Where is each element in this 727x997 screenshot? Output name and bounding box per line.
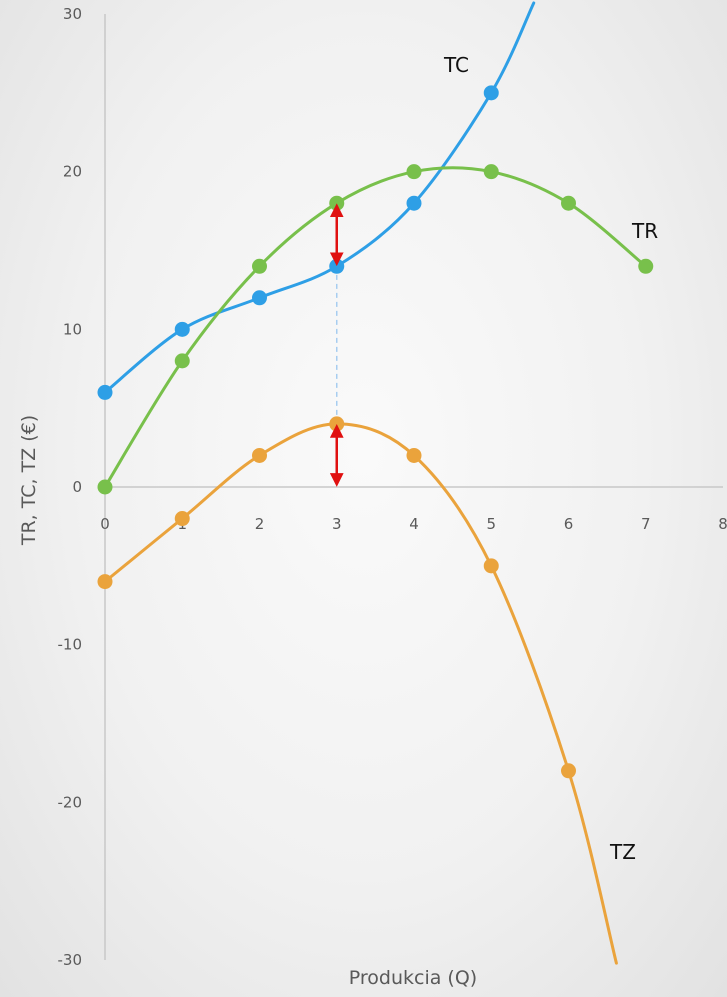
data-point-tc [329,258,345,274]
data-point-tz [561,763,576,779]
data-point-tr [252,258,267,274]
data-point-tr [406,164,422,180]
data-point-tz [483,558,499,574]
x-tick-label: 0 [100,515,110,533]
x-tick-label: 6 [564,515,574,533]
x-tick-label: 8 [718,515,727,533]
data-point-tz [174,511,190,527]
data-point-tr [638,258,654,274]
data-point-tz [406,447,422,463]
x-tick-label: 2 [255,515,265,533]
y-tick-label: 0 [72,478,82,496]
data-point-tr [483,164,499,180]
data-point-tr [329,195,345,211]
y-tick-label: -10 [58,636,83,654]
x-tick-label: 3 [332,515,342,533]
data-point-tr [174,353,190,369]
x-tick-labels: 012345678 [100,515,727,533]
data-point-tc [406,195,422,211]
data-point-tz [329,416,345,432]
y-axis-label: TR, TC, TZ (€) [18,415,40,546]
data-point-tc [97,384,113,400]
x-tick-label: 7 [641,515,651,533]
series-label-tz: TZ [609,840,636,864]
series-line-tz [103,422,618,965]
data-point-tz [252,447,267,463]
data-point-tr [561,195,576,211]
y-tick-label: 30 [63,5,82,23]
x-tick-label: 4 [409,515,419,533]
x-tick-label: 5 [486,515,496,533]
y-tick-labels: -30 -20 -10 0 10 20 30 [58,5,83,969]
data-point-tr [97,479,113,495]
data-point-tc [483,85,499,101]
axes [104,14,723,960]
series-points [97,85,654,779]
series-label-tc: TC [443,53,469,77]
y-tick-label: -20 [58,793,83,811]
data-point-tc [252,290,267,306]
y-tick-label: -30 [58,951,83,969]
data-point-tc [174,321,190,337]
x-axis-label: Produkcia (Q) [349,967,477,989]
data-point-tz [97,574,113,590]
y-tick-label: 20 [63,163,82,181]
series-curves [103,1,648,965]
series-line-tc [103,1,536,394]
y-tick-label: 10 [63,320,82,338]
series-label-tr: TR [631,219,658,243]
